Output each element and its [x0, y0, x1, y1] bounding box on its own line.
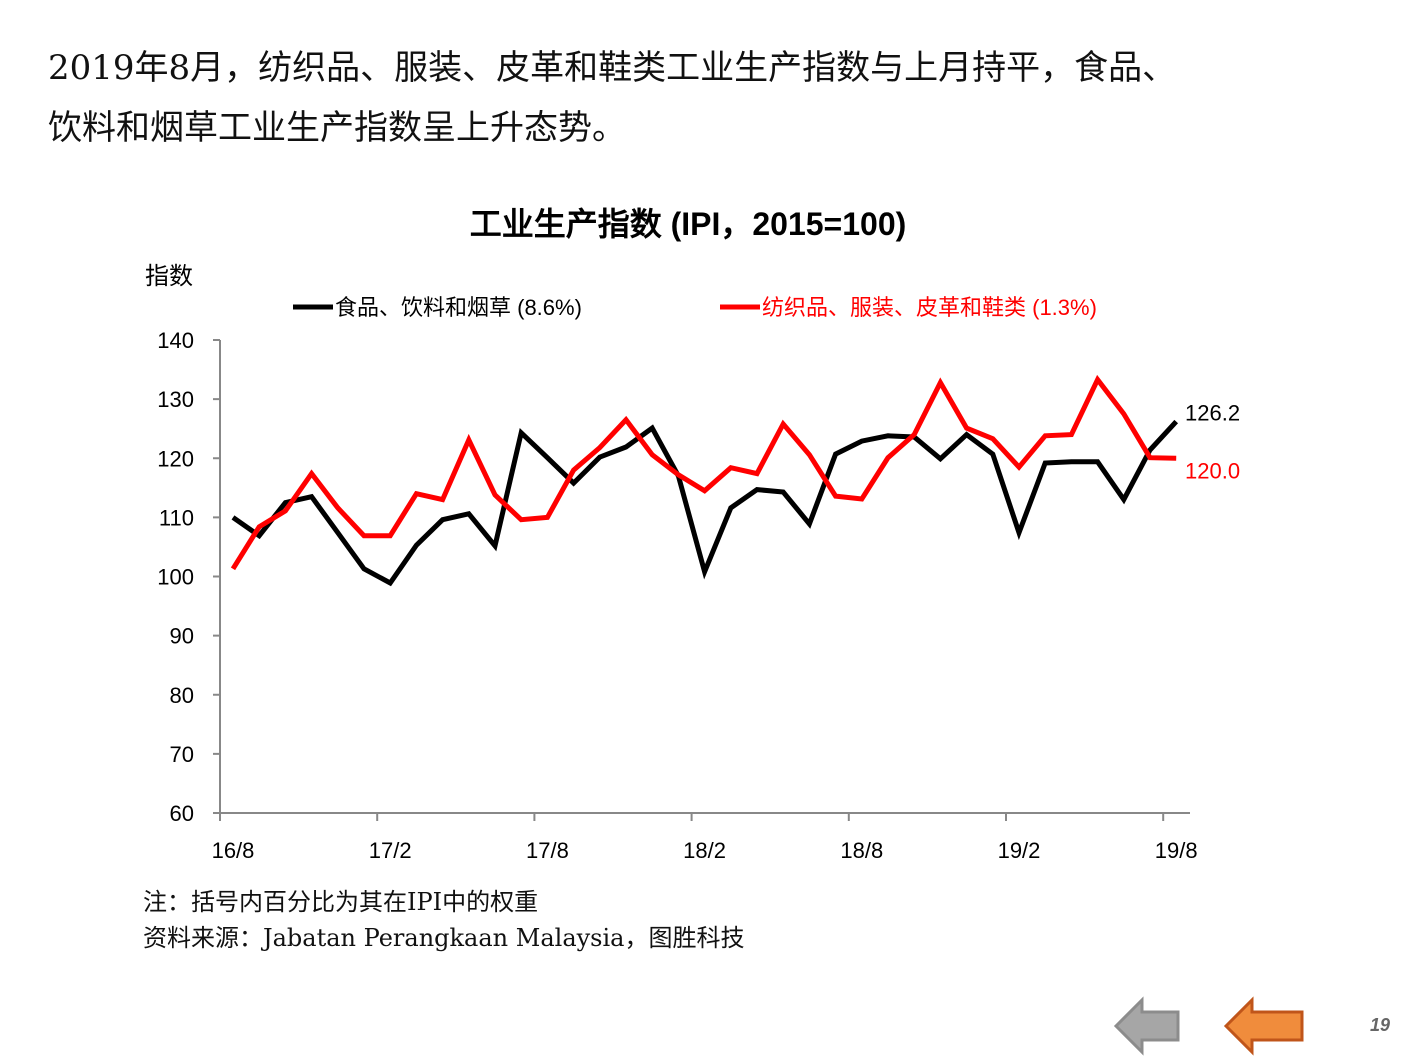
orange-arrow-icon	[1223, 996, 1304, 1056]
y-tick-label: 70	[170, 742, 194, 767]
back-arrow-icon	[1113, 996, 1180, 1056]
x-tick-label: 18/8	[840, 838, 883, 863]
x-tick-label: 17/2	[369, 838, 412, 863]
back-arrow-button[interactable]	[1112, 996, 1184, 1056]
y-tick-label: 140	[157, 328, 194, 353]
legend-label: 食品、饮料和烟草 (8.6%)	[335, 295, 582, 320]
x-tick-label: 17/8	[526, 838, 569, 863]
y-axis-label: 指数	[145, 263, 193, 290]
end-value-label: 126.2	[1185, 401, 1240, 426]
y-tick-label: 110	[159, 505, 194, 530]
y-tick-label: 80	[170, 683, 194, 708]
forward-arrow-button[interactable]	[1222, 996, 1308, 1056]
y-tick-label: 100	[157, 565, 194, 590]
source-note: 资料来源：Jabatan Perangkaan Malaysia，图胜科技	[143, 924, 745, 952]
x-tick-label: 19/8	[1155, 838, 1198, 863]
y-tick-label: 90	[170, 624, 194, 649]
x-tick-label: 19/2	[998, 838, 1041, 863]
weight-note: 注：括号内百分比为其在IPI中的权重	[143, 888, 539, 916]
heading-line-2: 饮料和烟草工业生产指数呈上升态势。	[48, 108, 626, 148]
chart-title: 工业生产指数 (IPI，2015=100)	[470, 206, 907, 242]
heading-line-1: 2019年8月，纺织品、服装、皮革和鞋类工业生产指数与上月持平，食品、	[48, 48, 1177, 88]
x-tick-label: 18/2	[683, 838, 726, 863]
y-tick-label: 60	[170, 801, 194, 826]
y-tick-label: 130	[157, 387, 194, 412]
series-line-1	[230, 374, 1177, 571]
end-value-label: 120.0	[1185, 458, 1240, 483]
y-tick-label: 120	[157, 446, 194, 471]
page-number: 19	[1370, 1015, 1391, 1035]
legend-label: 纺织品、服装、皮革和鞋类 (1.3%)	[762, 295, 1097, 320]
x-tick-label: 16/8	[212, 838, 255, 863]
slide-heading: 2019年8月，纺织品、服装、皮革和鞋类工业生产指数与上月持平，食品、 饮料和烟…	[48, 38, 1378, 158]
